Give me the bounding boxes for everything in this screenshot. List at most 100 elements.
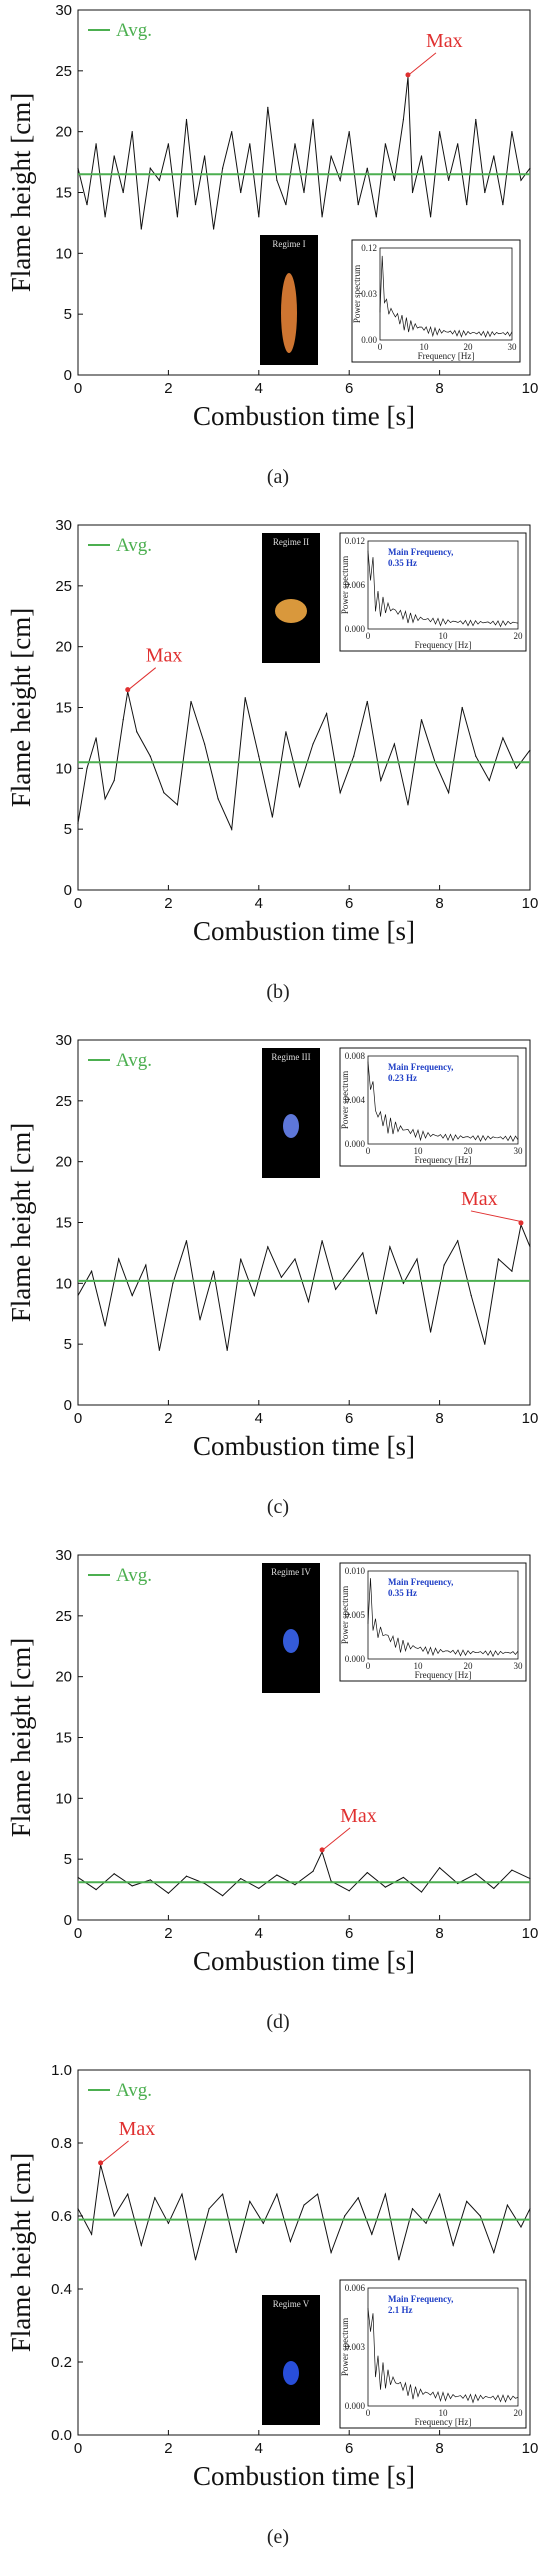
x-tick-label: 10 <box>522 1925 539 1942</box>
series-point <box>429 1331 432 1333</box>
spectrum-y-tick: 0.012 <box>345 536 365 546</box>
series-point <box>380 779 382 782</box>
series-point <box>90 2233 93 2235</box>
series-point <box>529 1246 531 1248</box>
series-point <box>515 767 518 769</box>
spectrum-x-tick: 10 <box>414 1146 424 1156</box>
series-point <box>321 216 323 218</box>
series-point <box>276 1874 278 1876</box>
series-point <box>185 118 188 121</box>
series-point <box>366 167 368 169</box>
y-tick-label: 20 <box>55 124 72 141</box>
series-point <box>104 1325 106 1327</box>
series-point <box>131 1885 133 1887</box>
series-point <box>452 2244 454 2246</box>
spectrum-x-tick: 30 <box>508 342 518 352</box>
flame-glyph <box>283 2361 299 2385</box>
flame-glyph <box>283 1629 299 1653</box>
series-point <box>217 798 219 800</box>
series-point <box>285 731 287 733</box>
series-point <box>448 792 450 794</box>
series-point <box>326 712 328 715</box>
x-tick-label: 6 <box>345 2440 353 2457</box>
legend-label: Avg. <box>116 1565 152 1586</box>
spectrum-y-label: Power spectrum <box>352 265 362 323</box>
series-point <box>122 719 124 721</box>
series-point <box>389 1246 391 1248</box>
spectrum-plot-frame <box>367 2287 519 2407</box>
x-tick-label: 0 <box>74 895 82 912</box>
max-label: Max <box>426 30 463 52</box>
series-point <box>393 179 395 181</box>
series-point <box>122 191 124 194</box>
series-point <box>502 737 504 739</box>
flame-photo <box>262 1048 320 1178</box>
y-tick-label: 20 <box>55 1669 72 1686</box>
spectrum-y-tick: 0.008 <box>345 1051 366 1061</box>
y-tick-label: 0.4 <box>51 2281 72 2298</box>
y-tick-label: 15 <box>55 1215 72 1232</box>
y-axis-label: Flame height [cm] <box>6 1638 36 1837</box>
spectrum-trace <box>379 255 513 338</box>
series-point <box>335 1288 337 1291</box>
series-point <box>479 2215 481 2217</box>
max-arrow <box>323 1827 351 1850</box>
y-tick-label: 0.2 <box>51 2354 72 2371</box>
series-point <box>511 131 513 133</box>
spectrum-y-tick: 0.12 <box>361 243 377 253</box>
series-point <box>425 2222 427 2224</box>
x-tick-label: 4 <box>255 1410 263 1427</box>
figure-caption: (e) <box>267 2526 289 2548</box>
series-point <box>303 191 305 194</box>
spectrum-trace <box>367 1061 519 1143</box>
flame-glyph <box>283 1114 299 1138</box>
series-point <box>439 131 441 133</box>
series-point <box>298 785 301 788</box>
series-point <box>113 2215 115 2217</box>
series-point <box>90 1270 93 1272</box>
max-arrow <box>409 52 437 75</box>
x-tick-label: 10 <box>522 380 539 397</box>
spectrum-trace <box>367 550 519 628</box>
y-tick-label: 20 <box>55 1154 72 1171</box>
legend-label: Avg. <box>116 1050 152 1071</box>
series-point <box>511 1869 513 1871</box>
flame-glyph <box>281 273 297 353</box>
series-point <box>86 204 88 206</box>
x-tick-label: 6 <box>345 380 353 397</box>
flame-photo-label: Regime II <box>273 537 309 547</box>
x-tick-label: 2 <box>164 895 172 912</box>
main-frequency-label: Main Frequency, <box>388 1062 453 1072</box>
spectrum-x-label: Frequency [Hz] <box>415 1670 472 1680</box>
series-point <box>303 2204 305 2206</box>
flame-glyph <box>275 599 307 623</box>
chart-panel-c: 0 5 10 15 20 25 30 0 2 4 6 8 10 Combustion time [s] Fl… <box>0 1030 557 1545</box>
x-tick-label: 2 <box>164 1925 172 1942</box>
series-point <box>457 1240 459 1242</box>
x-tick-label: 6 <box>345 895 353 912</box>
series-point <box>167 1892 169 1894</box>
series-point <box>185 1875 188 1877</box>
series-point <box>470 1294 472 1297</box>
series-point <box>402 1282 405 1284</box>
chart-svg-e: 0.0 0.2 0.4 0.6 0.8 1.0 0 2 4 6 8 10 Combustion time… <box>6 2062 538 2548</box>
series-point <box>113 155 115 157</box>
series-point <box>149 167 151 169</box>
series-point <box>529 1878 531 1880</box>
spectrum-inset-frame <box>339 2279 527 2429</box>
x-tick-label: 10 <box>522 895 539 912</box>
series-point <box>240 1878 242 1880</box>
series-point <box>163 792 165 794</box>
flame-photo <box>262 1563 320 1693</box>
x-tick-label: 0 <box>74 380 82 397</box>
series-point <box>339 792 341 794</box>
series-point <box>249 2200 251 2202</box>
series-point <box>167 143 169 145</box>
series-point <box>95 737 97 739</box>
series-point <box>271 816 273 818</box>
main-frequency-label: Main Frequency, <box>388 1577 453 1587</box>
series-point <box>294 1258 296 1260</box>
series-point <box>226 1349 228 1351</box>
series-point <box>222 2193 224 2195</box>
series-point <box>208 2208 210 2210</box>
